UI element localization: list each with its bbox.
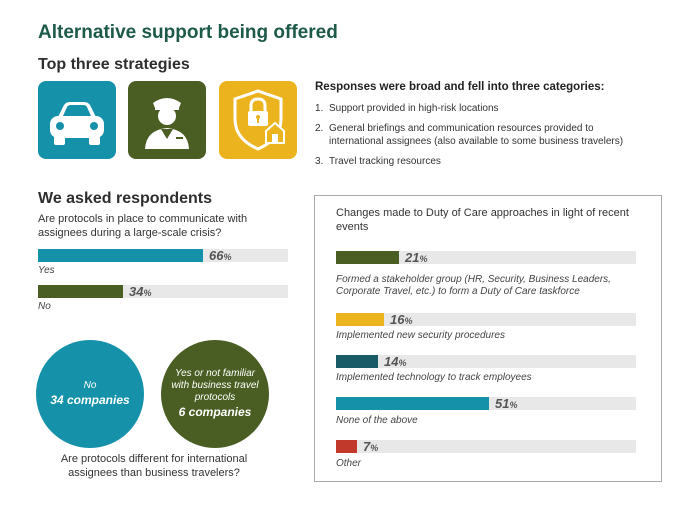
yes-companies-circle: Yes or not familiar with business travel… (161, 340, 269, 448)
yes-circle-count: 6 companies (178, 405, 252, 419)
list-item-number: 2. (315, 123, 324, 134)
percent-sign: % (398, 358, 407, 368)
change-bar-none (336, 397, 489, 410)
change-caption-other: Other (336, 458, 362, 469)
list-item: 2. General briefings and communication re… (315, 122, 645, 148)
list-item: 3. Travel tracking resources (315, 155, 645, 168)
change-bar-track: 14% (336, 354, 636, 369)
percent-sign: % (370, 443, 379, 453)
change-caption-stakeholder: Formed a stakeholder group (HR, Security… (336, 274, 611, 297)
yes-circle-line3: protocols (194, 392, 236, 403)
yes-bar (38, 249, 203, 262)
percent-sign: % (509, 400, 518, 410)
yes-bar-track: 66% (38, 248, 288, 263)
no-label: No (38, 301, 51, 312)
list-item-text: General briefings and communication reso… (329, 123, 624, 147)
change-bar-track: 21% (336, 250, 636, 265)
percent-sign: % (143, 288, 152, 298)
respondents-title: We asked respondents (38, 190, 212, 207)
list-item: 1. Support provided in high-risk location… (315, 102, 645, 115)
change-bar-technology-value: 14% (384, 354, 407, 369)
list-item-text: Support provided in high-risk locations (329, 103, 499, 114)
page-title: Alternative support being offered (38, 22, 338, 43)
percent-sign: % (223, 252, 232, 262)
change-bar-none-value: 51% (495, 396, 518, 411)
security-guard-icon (128, 81, 206, 159)
yes-circle-line1: Yes or not familiar (174, 368, 256, 379)
change-bar-track: 16% (336, 312, 636, 327)
change-caption-security: Implemented new security procedures (336, 330, 505, 341)
different-question: Are protocols different for internationa… (60, 453, 248, 479)
change-bar-security-value: 16% (390, 312, 413, 327)
change-caption-technology: Implemented technology to track employee… (336, 372, 532, 383)
list-item-number: 3. (315, 156, 324, 167)
changes-title: Changes made to Duty of Care approaches … (336, 207, 629, 233)
yes-circle-line2: with business travel (171, 380, 259, 391)
no-circle-count: 34 companies (50, 393, 130, 407)
yes-label: Yes (38, 265, 55, 276)
changes-panel (314, 195, 662, 482)
list-item-number: 1. (315, 103, 324, 114)
change-bar-security (336, 313, 384, 326)
percent-sign: % (419, 254, 428, 264)
responses-heading: Responses were broad and fell into three… (315, 81, 605, 93)
no-bar (38, 285, 123, 298)
shield-lock-house-icon (219, 81, 297, 159)
change-bar-other (336, 440, 357, 453)
no-circle-label: No (83, 380, 97, 391)
change-bar-stakeholder (336, 251, 399, 264)
no-bar-track: 34% (38, 284, 288, 299)
yes-bar-value: 66% (209, 248, 232, 263)
change-bar-other-value: 7% (363, 439, 379, 454)
no-companies-circle: No 34 companies (36, 340, 144, 448)
strategies-title: Top three strategies (38, 56, 190, 73)
change-bar-technology (336, 355, 378, 368)
percent-sign: % (404, 316, 413, 326)
responses-list: 1. Support provided in high-risk location… (315, 102, 645, 175)
change-bar-track: 51% (336, 396, 636, 411)
change-bar-track: 7% (336, 439, 636, 454)
car-icon (38, 81, 116, 159)
change-caption-none: None of the above (336, 415, 418, 426)
change-bar-stakeholder-value: 21% (405, 250, 428, 265)
list-item-text: Travel tracking resources (329, 156, 441, 167)
protocols-question: Are protocols in place to communicate wi… (38, 213, 248, 239)
no-bar-value: 34% (129, 284, 152, 299)
